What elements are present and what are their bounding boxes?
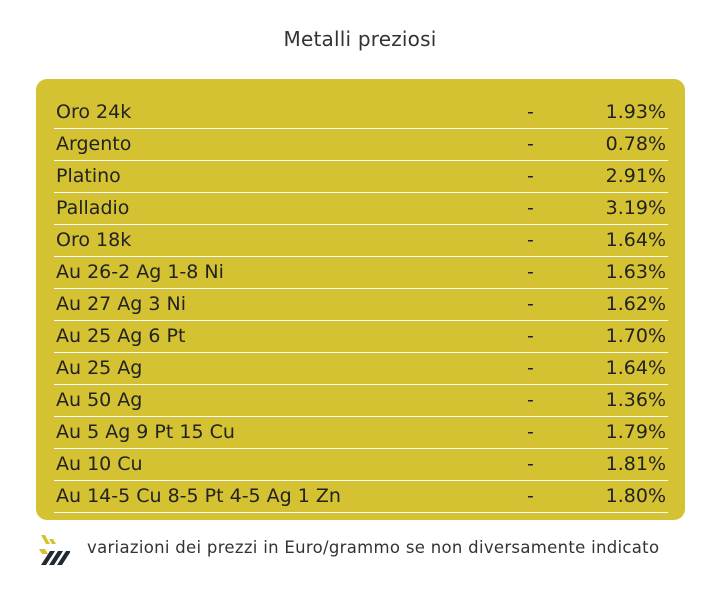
- footnote-text: variazioni dei prezzi in Euro/grammo se …: [87, 538, 660, 557]
- price-change: 1.70%: [605, 325, 666, 347]
- separator-dash: -: [527, 293, 534, 315]
- metal-name: Au 25 Ag: [56, 357, 143, 379]
- price-row: Palladio - 3.19%: [54, 193, 668, 225]
- separator-dash: -: [527, 165, 534, 187]
- price-row: Au 26-2 Ag 1-8 Ni - 1.63%: [54, 257, 668, 289]
- price-row: Oro 24k - 1.93%: [54, 97, 668, 129]
- price-change: 3.19%: [605, 197, 666, 219]
- prices-panel: Oro 24k - 1.93% Argento - 0.78% Platino …: [36, 79, 685, 520]
- metal-name: Oro 24k: [56, 101, 132, 123]
- metal-name: Palladio: [56, 197, 130, 219]
- metal-name: Au 14-5 Cu 8-5 Pt 4-5 Ag 1 Zn: [56, 485, 341, 507]
- price-change: 0.78%: [605, 133, 666, 155]
- page-title: Metalli preziosi: [283, 27, 437, 51]
- price-row: Au 10 Cu - 1.81%: [54, 449, 668, 481]
- separator-dash: -: [527, 421, 534, 443]
- price-row: Oro 18k - 1.64%: [54, 225, 668, 257]
- metal-name: Oro 18k: [56, 229, 132, 251]
- metal-name: Au 10 Cu: [56, 453, 143, 475]
- logo-stripe-dark: [49, 551, 63, 565]
- metal-name: Au 27 Ag 3 Ni: [56, 293, 187, 315]
- logo-stripe-yellow: [49, 539, 56, 544]
- metal-name: Argento: [56, 133, 132, 155]
- logo-stripe-yellow: [39, 549, 48, 554]
- metal-name: Au 50 Ag: [56, 389, 143, 411]
- price-change: 1.64%: [605, 357, 666, 379]
- separator-dash: -: [527, 453, 534, 475]
- price-change: 2.91%: [605, 165, 666, 187]
- separator-dash: -: [527, 389, 534, 411]
- logo-stripe-yellow: [41, 535, 50, 544]
- separator-dash: -: [527, 357, 534, 379]
- price-change: 1.63%: [605, 261, 666, 283]
- price-row: Au 25 Ag - 1.64%: [54, 353, 668, 385]
- price-row: Au 14-5 Cu 8-5 Pt 4-5 Ag 1 Zn - 1.80%: [54, 481, 668, 513]
- separator-dash: -: [527, 229, 534, 251]
- price-change: 1.81%: [605, 453, 666, 475]
- price-change: 1.64%: [605, 229, 666, 251]
- price-change: 1.36%: [605, 389, 666, 411]
- separator-dash: -: [527, 261, 534, 283]
- footer: variazioni dei prezzi in Euro/grammo se …: [38, 533, 698, 567]
- price-row: Argento - 0.78%: [54, 129, 668, 161]
- price-change: 1.79%: [605, 421, 666, 443]
- logo-stripe-dark: [57, 551, 70, 565]
- price-row: Au 50 Ag - 1.36%: [54, 385, 668, 417]
- metal-name: Au 5 Ag 9 Pt 15 Cu: [56, 421, 235, 443]
- stripes-logo-icon: [39, 535, 70, 565]
- metal-name: Au 25 Ag 6 Pt: [56, 325, 186, 347]
- separator-dash: -: [527, 197, 534, 219]
- price-row: Au 25 Ag 6 Pt - 1.70%: [54, 321, 668, 353]
- price-row: Platino - 2.91%: [54, 161, 668, 193]
- logo-stripe-dark: [41, 551, 55, 565]
- separator-dash: -: [527, 101, 534, 123]
- metal-name: Platino: [56, 165, 121, 187]
- price-change: 1.93%: [605, 101, 666, 123]
- metal-name: Au 26-2 Ag 1-8 Ni: [56, 261, 224, 283]
- separator-dash: -: [527, 485, 534, 507]
- separator-dash: -: [527, 133, 534, 155]
- separator-dash: -: [527, 325, 534, 347]
- price-row: Au 5 Ag 9 Pt 15 Cu - 1.79%: [54, 417, 668, 449]
- price-change: 1.80%: [605, 485, 666, 507]
- price-row: Au 27 Ag 3 Ni - 1.62%: [54, 289, 668, 321]
- price-change: 1.62%: [605, 293, 666, 315]
